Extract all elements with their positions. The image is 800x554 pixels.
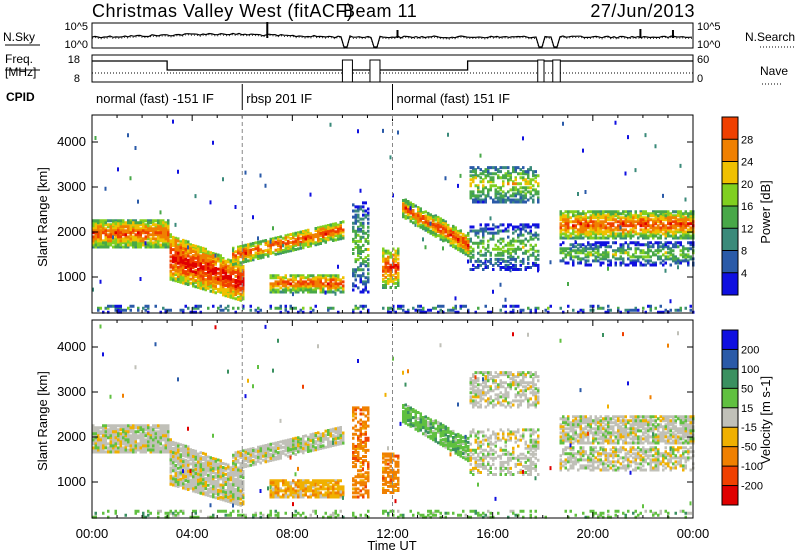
freq-gap	[552, 59, 561, 83]
freq-right-tick-top: 60	[697, 54, 709, 66]
velocity-colorbar: 200 100 50 15 -15 -50 -100 -200	[721, 329, 763, 506]
noise-left-label: N.Sky	[3, 30, 35, 44]
colorbar-tick-label: 16	[741, 201, 753, 213]
power-colorbar-title: Power [dB]	[758, 180, 773, 244]
colorbar-tick-label: 50	[741, 383, 753, 395]
colorbar-swatch	[722, 466, 738, 487]
date-label: 27/Jun/2013	[590, 1, 695, 21]
y-tick-label: 3000	[57, 384, 86, 399]
freq-gap	[369, 59, 381, 83]
freq-label-line2: [MHz]	[5, 65, 36, 79]
x-tick-label: 04:00	[176, 526, 209, 541]
y-tick-label: 1000	[57, 269, 86, 284]
cpid-segment-label: normal (fast) 151 IF	[397, 91, 510, 106]
colorbar-swatch	[722, 330, 738, 350]
noise-traces	[91, 22, 693, 49]
y-tick-label: 2000	[57, 429, 86, 444]
colorbar-swatch	[722, 161, 738, 185]
y-tick-label: 2000	[57, 224, 86, 239]
x-axis-title: Time UT	[367, 538, 416, 553]
noise-left-tick-bottom: 10^0	[64, 39, 88, 51]
colorbar-tick-label: 4	[741, 268, 747, 280]
x-tick-label: 00:00	[76, 526, 109, 541]
x-tick-label: 20:00	[577, 526, 610, 541]
freq-label-line1: Freq.	[5, 52, 33, 66]
plot-title: Christmas Valley West (fitACF)	[92, 1, 353, 21]
colorbar-tick-label: -200	[741, 481, 763, 493]
colorbar-swatch	[722, 228, 738, 251]
colorbar-tick-label: 15	[741, 403, 753, 415]
colorbar-swatch	[722, 250, 738, 274]
y-tick-label: 3000	[57, 179, 86, 194]
power-y-axis-title: Slant Range [km]	[35, 167, 50, 267]
freq-gap	[341, 59, 353, 83]
colorbar-swatch	[722, 183, 738, 207]
colorbar-swatch	[722, 349, 738, 370]
freq-traces	[92, 59, 693, 83]
power-panel: 1000 2000 3000 4000	[57, 114, 695, 314]
colorbar-swatch	[722, 117, 738, 140]
colorbar-tick-label: 100	[741, 364, 759, 376]
power-colorbar: 4 8 12 16 20 24 28	[721, 116, 753, 296]
colorbar-frame	[721, 329, 739, 506]
cpid-row: normal (fast) -151 IF rbsp 201 IF normal (…	[96, 84, 510, 110]
y-tick-label: 4000	[57, 339, 86, 354]
colorbar-tick-label: -50	[741, 442, 757, 454]
noise-right-tick-top: 10^5	[697, 21, 721, 33]
velocity-cells	[92, 331, 695, 519]
cpid-label: CPID	[6, 90, 35, 104]
noise-sky-trace	[91, 32, 693, 48]
velocity-colorbar-title: Velocity [m s-1]	[758, 376, 773, 464]
colorbar-tick-label: 8	[741, 246, 747, 258]
x-tick-label: 16:00	[476, 526, 509, 541]
colorbar-swatch	[722, 485, 738, 506]
x-tick-label: 12:00	[376, 526, 409, 541]
colorbar-swatch	[722, 446, 738, 467]
y-tick-label: 1000	[57, 474, 86, 489]
freq-panel-frame	[91, 54, 694, 83]
noise-left-tick-top: 10^5	[64, 21, 88, 33]
colorbar-swatch	[722, 407, 738, 428]
colorbar-swatch	[722, 388, 738, 409]
colorbar-swatch	[722, 139, 738, 162]
colorbar-tick-label: 28	[741, 134, 753, 146]
noise-panel-frame	[91, 22, 694, 49]
noise-right-tick-bottom: 10^0	[697, 39, 721, 51]
x-tick-label: 08:00	[276, 526, 309, 541]
colorbar-tick-label: 24	[741, 157, 753, 169]
colorbar-tick-label: -15	[741, 422, 757, 434]
colorbar-swatch	[722, 427, 738, 448]
y-tick-label: 4000	[57, 134, 86, 149]
velocity-panel: 1000 2000 3000 4000 00:00 04:00 08:00 12:00 16:0…	[57, 319, 710, 541]
x-tick-label: 00:00	[677, 526, 710, 541]
colorbar-tick-label: 200	[741, 344, 759, 356]
colorbar-tick-label: -100	[741, 461, 763, 473]
colorbar-swatch	[722, 368, 738, 389]
cpid-segment-label: normal (fast) -151 IF	[96, 91, 214, 106]
cpid-segment-label: rbsp 201 IF	[246, 91, 312, 106]
noise-right-label: N.Search	[745, 30, 795, 44]
nave-label: Nave	[760, 64, 788, 78]
colorbar-swatch	[722, 206, 738, 229]
noise-search-trace	[91, 34, 693, 49]
colorbar-swatch	[722, 272, 738, 296]
freq-right-tick-bottom: 0	[697, 73, 703, 85]
colorbar-tick-label: 20	[741, 179, 753, 191]
velocity-y-axis-title: Slant Range [km]	[35, 371, 50, 471]
velocity-cells	[122, 343, 669, 499]
colorbar-tick-label: 12	[741, 223, 753, 235]
freq-trace	[92, 60, 693, 71]
freq-left-tick-bottom: 8	[74, 73, 80, 85]
freq-gap	[537, 59, 545, 83]
beam-label: Beam 11	[343, 1, 417, 21]
freq-left-tick-top: 18	[68, 54, 80, 66]
